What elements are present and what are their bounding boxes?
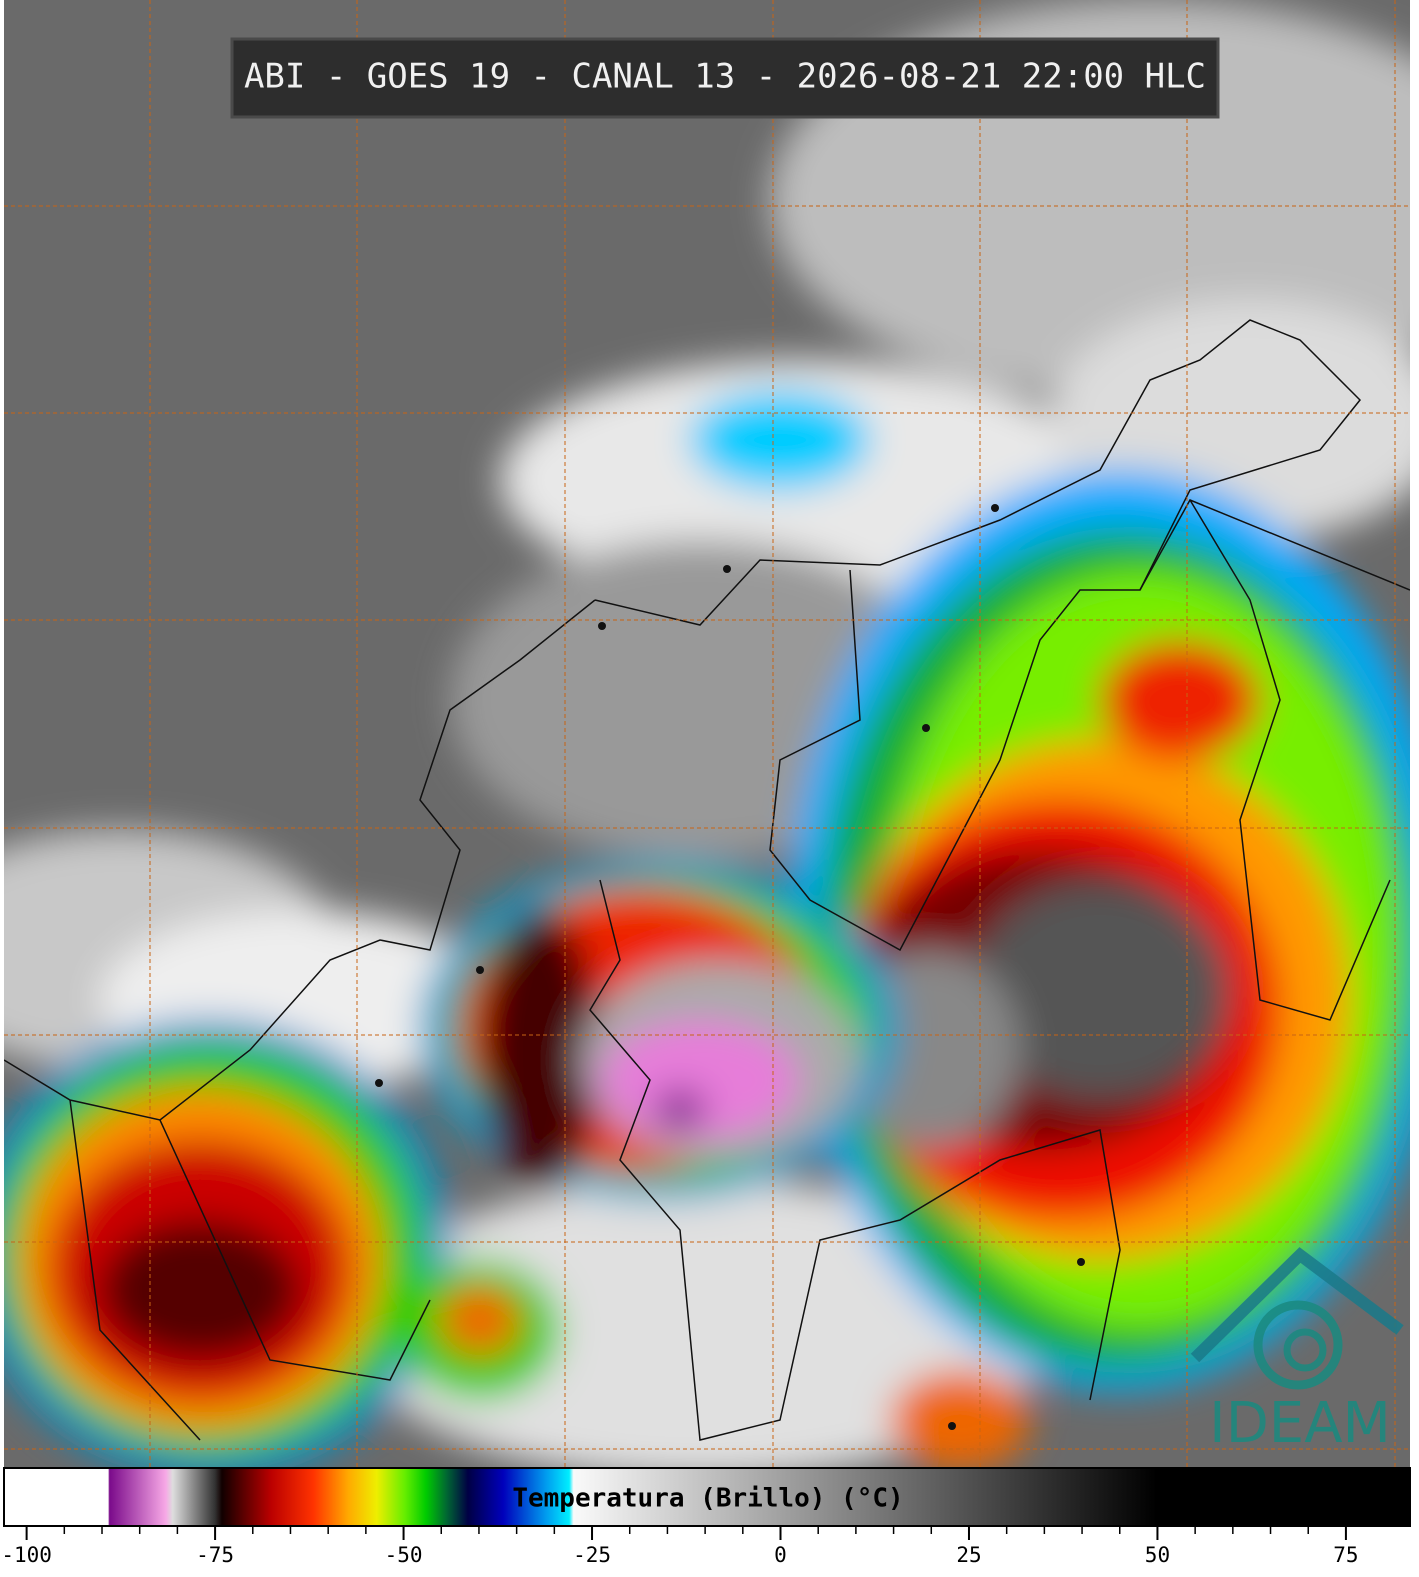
title-box (230, 37, 1220, 119)
logo-text: IDEAM (1209, 1391, 1391, 1456)
colorbar-tick-label: -50 (385, 1543, 423, 1567)
colorbar-tick-label: -100 (1, 1543, 52, 1567)
colorbar-tick-label: 75 (1333, 1543, 1358, 1567)
cities (375, 504, 1085, 1430)
satellite-image: IDEAM (4, 0, 1410, 1468)
title: ABI - GOES 19 - CANAL 13 - 2026-08-21 22… (244, 57, 1206, 97)
borders (4, 319, 1410, 1441)
colorbar-tick-label: 0 (774, 1543, 787, 1567)
graticule (4, 0, 1410, 1468)
colorbar-label: Temperatura (Brillo) (°C) (512, 1484, 903, 1514)
logo: IDEAM (1190, 1247, 1404, 1456)
colorbar-tick-label: -25 (573, 1543, 611, 1567)
colorbar-tick-label: 50 (1145, 1543, 1170, 1567)
colorbar-tick-label: 25 (956, 1543, 981, 1567)
colorbar-tick-label: -75 (196, 1543, 234, 1567)
colorbar (3, 1467, 1411, 1527)
